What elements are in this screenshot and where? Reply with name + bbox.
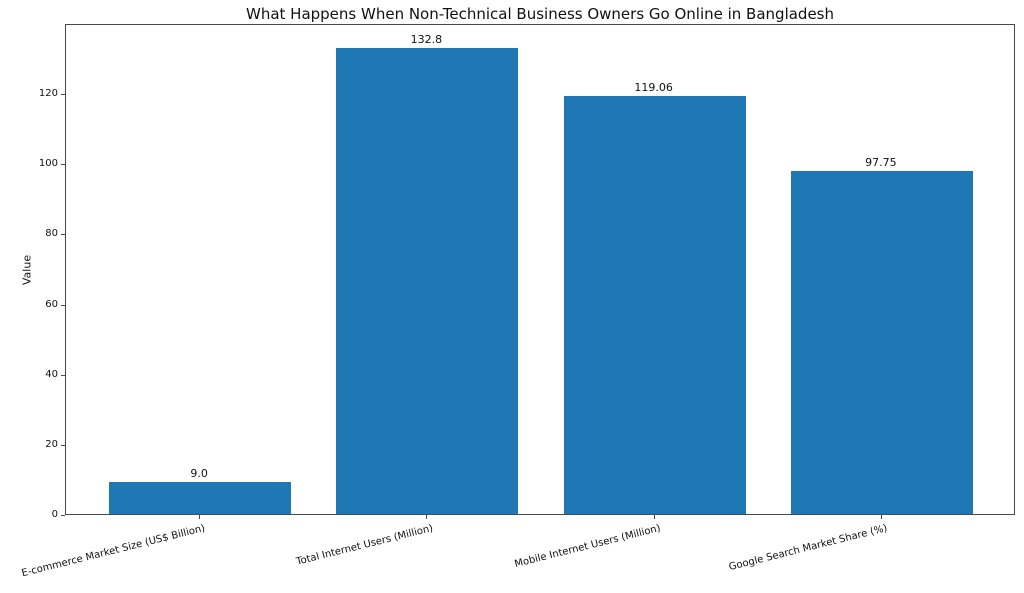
- x-tick-label: Mobile Internet Users (Million): [513, 523, 662, 570]
- y-axis-label: Value: [20, 254, 34, 286]
- chart-title: What Happens When Non-Technical Business…: [245, 5, 835, 23]
- x-tick-mark: [653, 515, 655, 519]
- y-tick-mark: [61, 164, 65, 166]
- bar-value-label: 132.8: [410, 33, 443, 47]
- plot-area: [65, 24, 1015, 515]
- y-tick-mark: [61, 515, 65, 516]
- y-tick-label: 80: [45, 228, 58, 240]
- y-tick-label: 100: [38, 158, 58, 170]
- bar-value-label: 119.06: [634, 81, 673, 95]
- bar: [336, 48, 519, 514]
- y-tick-label: 40: [45, 368, 58, 380]
- y-tick-mark: [61, 94, 65, 96]
- bar-value-label: 97.75: [865, 156, 897, 170]
- y-tick-mark: [61, 234, 65, 236]
- x-tick-mark: [880, 515, 882, 519]
- y-tick-label: 120: [38, 88, 58, 100]
- bar: [109, 482, 291, 514]
- y-tick-label: 20: [45, 438, 58, 450]
- bar: [563, 96, 746, 514]
- y-tick-mark: [61, 304, 65, 306]
- bar-value-label: 9.0: [190, 467, 208, 481]
- x-tick-label: Google Search Market Share (%): [727, 523, 889, 574]
- y-tick-label: 60: [45, 298, 58, 310]
- y-tick-mark: [61, 374, 65, 376]
- x-tick-mark: [426, 515, 428, 519]
- x-tick-label: Total Internet Users (Million): [294, 523, 435, 568]
- y-tick-label: 0: [51, 509, 58, 520]
- bar: [791, 171, 973, 514]
- y-tick-mark: [61, 444, 65, 446]
- x-tick-mark: [199, 515, 201, 519]
- x-tick-label: E-commerce Market Size (US$ Billion): [21, 523, 207, 580]
